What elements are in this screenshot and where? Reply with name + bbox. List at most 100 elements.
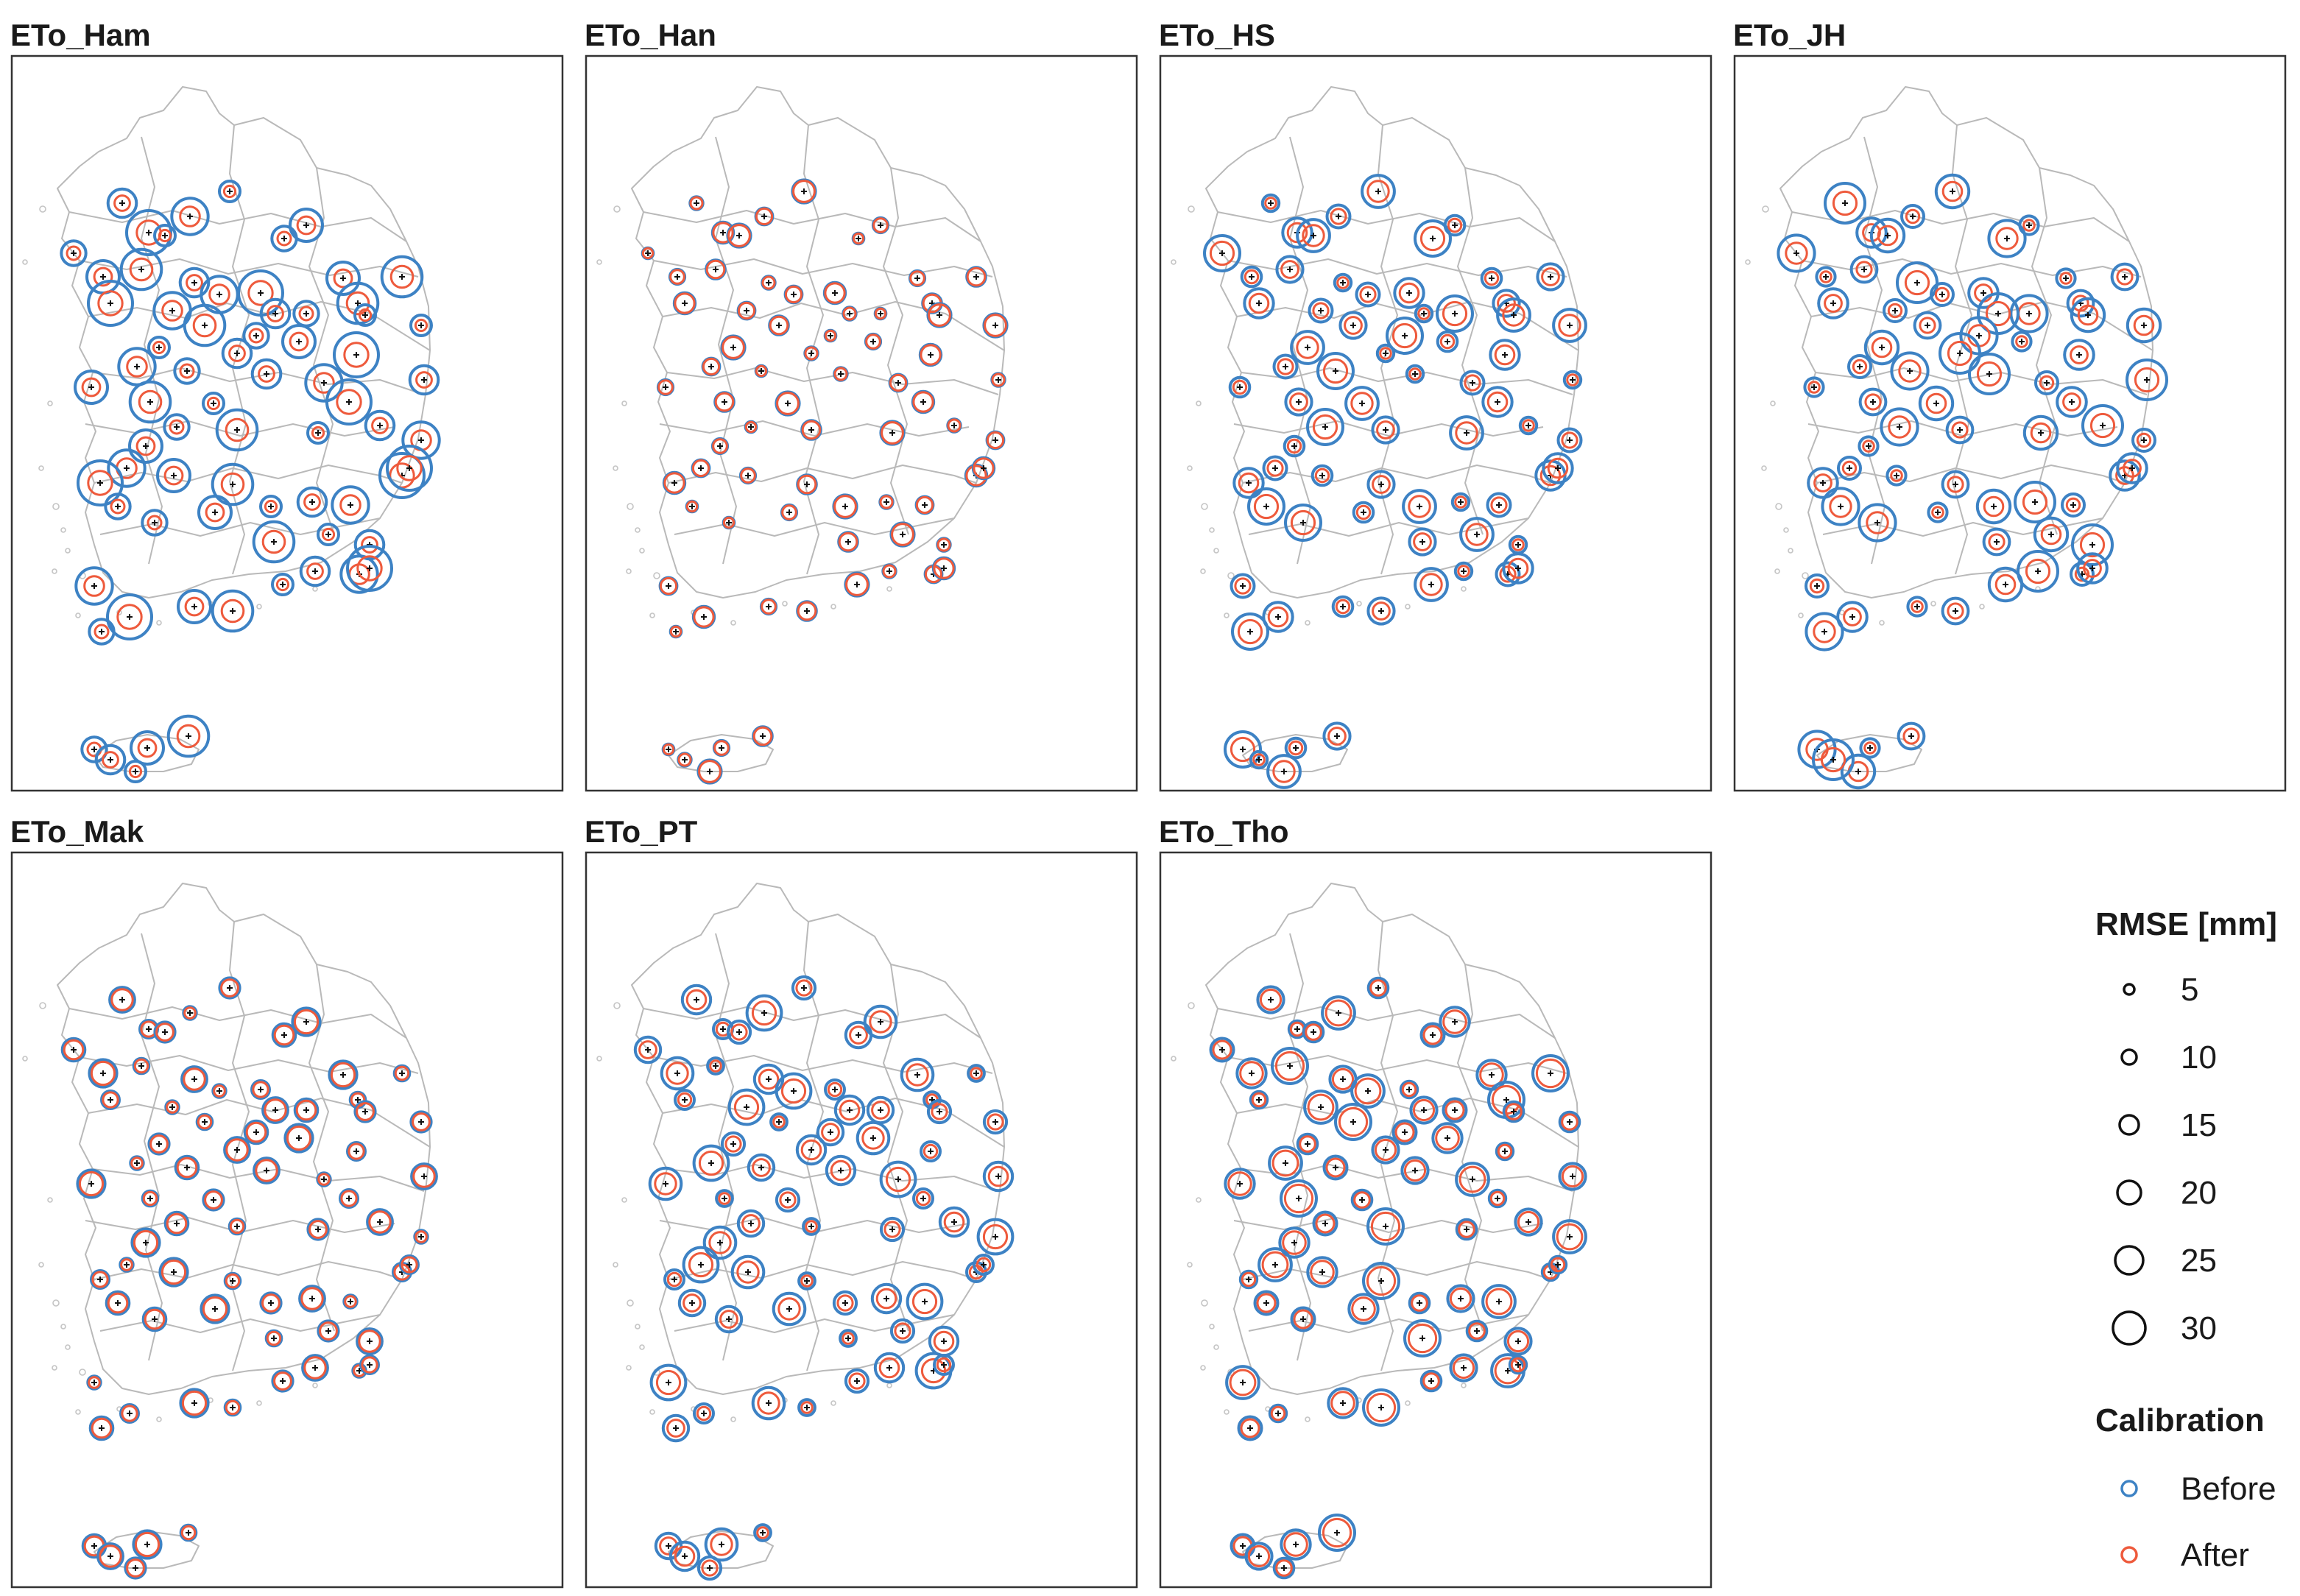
station-before-circle (965, 1261, 987, 1283)
station-marker (791, 1088, 797, 1094)
station-after-circle (674, 1545, 696, 1567)
station-before-circle (1362, 1388, 1400, 1427)
station-marker (1275, 1410, 1281, 1416)
station-after-circle (800, 1139, 822, 1161)
islet (627, 503, 634, 510)
station-after-circle (1561, 1113, 1578, 1131)
station-before-circle (1316, 352, 1355, 390)
islet (1227, 572, 1235, 579)
station-marker (1263, 1300, 1269, 1306)
station-marker (230, 481, 236, 487)
station-after-circle (368, 1210, 392, 1234)
station-marker (144, 1542, 150, 1547)
station-marker (1272, 1262, 1278, 1268)
station-marker (856, 1032, 861, 1038)
station-marker (127, 1410, 133, 1416)
station-before-circle (649, 1363, 688, 1402)
station-after-circle (674, 292, 696, 314)
station-after-circle (135, 436, 156, 456)
station-before-circle (1824, 182, 1866, 225)
station-after-circle (2022, 489, 2048, 515)
station-before-circle (1232, 467, 1265, 499)
station-after-circle (87, 470, 113, 496)
station-before-circle (271, 1022, 297, 1048)
station-after-circle (286, 1125, 312, 1151)
station-marker (1237, 384, 1243, 390)
panel-frame (1733, 54, 2287, 792)
rmse-size-symbol (2120, 1048, 2138, 1066)
station-before-circle (1495, 561, 1521, 587)
station-before-circle (1290, 1306, 1316, 1332)
station-after-circle (915, 495, 934, 515)
station-after-circle (936, 537, 951, 552)
station-after-circle (702, 357, 721, 376)
station-after-circle (2039, 375, 2055, 391)
station-marker (1287, 1063, 1293, 1069)
station-before-circle (1224, 1168, 1256, 1200)
station-before-circle (825, 1154, 857, 1187)
station-marker (187, 213, 193, 219)
station-after-circle (915, 1190, 931, 1207)
station-after-circle (126, 356, 148, 378)
station-before-circle (106, 187, 138, 219)
station-marker (992, 1234, 998, 1240)
station-marker (1914, 604, 1920, 610)
station-before-circle (128, 428, 163, 464)
station-marker (1283, 364, 1288, 370)
islet (886, 586, 892, 592)
islet (1227, 1369, 1235, 1376)
station-marker (645, 250, 651, 256)
station-marker (258, 1087, 264, 1092)
station-marker (1505, 1368, 1511, 1374)
province-boundary (1233, 1217, 1544, 1233)
station-before-circle (1558, 1162, 1587, 1191)
station-before-circle (1449, 415, 1484, 451)
station-after-circle (1550, 1257, 1566, 1273)
station-marker (325, 1328, 331, 1334)
station-marker (1933, 400, 1939, 406)
station-marker (71, 250, 77, 256)
station-after-circle (1288, 740, 1304, 756)
station-after-circle (669, 625, 682, 638)
station-after-circle (933, 1330, 955, 1352)
station-marker (2026, 222, 2032, 228)
station-before-circle (1975, 488, 2012, 525)
station-marker (1296, 1196, 1302, 1201)
station-marker (272, 311, 278, 317)
station-marker (941, 542, 947, 548)
station-after-circle (1494, 344, 1516, 366)
station-marker (406, 1262, 412, 1268)
station-after-circle (1266, 459, 1284, 477)
station-after-circle (343, 342, 370, 368)
station-after-circle (889, 373, 908, 392)
station-after-circle (275, 577, 290, 592)
station-before-circle (1331, 595, 1355, 618)
station-after-circle (213, 1084, 226, 1098)
station-marker (856, 236, 861, 241)
rmse-size-symbol (2112, 1310, 2147, 1346)
station-marker (1383, 1224, 1389, 1229)
station-marker (1885, 233, 1891, 239)
rmse-size-label: 5 (2181, 972, 2198, 1008)
station-before-circle (1436, 294, 1474, 333)
islet (1187, 1262, 1193, 1268)
station-before-circle (1449, 1353, 1478, 1383)
station-before-circle (2116, 452, 2148, 484)
station-before-circle (1268, 1145, 1303, 1181)
station-after-circle (1419, 573, 1443, 596)
station-after-circle (713, 740, 730, 756)
station-after-circle (166, 1212, 188, 1235)
province-boundary (1822, 518, 2103, 537)
station-before-circle (1858, 387, 1888, 417)
station-after-circle (255, 1159, 278, 1182)
station-after-circle (1335, 598, 1351, 615)
station-marker (234, 1147, 240, 1153)
station-before-circle (654, 1531, 683, 1561)
station-before-circle (1777, 233, 1816, 273)
islet (1775, 503, 1782, 510)
station-after-circle (1366, 1392, 1397, 1423)
station-after-circle (1947, 476, 1964, 493)
station-after-circle (1391, 322, 1418, 349)
station-after-circle (1293, 1309, 1313, 1330)
station-before-circle (1247, 487, 1285, 526)
